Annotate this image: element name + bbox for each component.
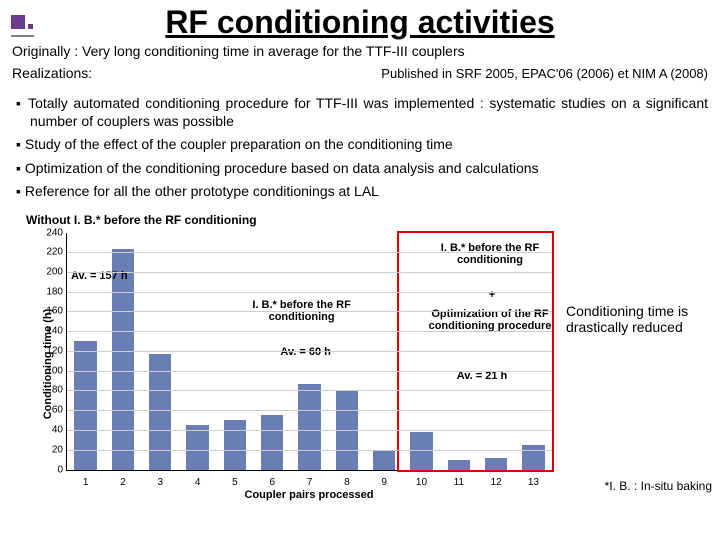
y-tick: 80 xyxy=(43,385,63,396)
logo xyxy=(8,12,36,45)
gridline xyxy=(67,272,552,273)
gridline xyxy=(67,450,552,451)
x-axis-label: Coupler pairs processed xyxy=(66,489,552,501)
subtitle: Originally : Very long conditioning time… xyxy=(0,43,720,59)
y-tick: 140 xyxy=(43,326,63,337)
x-tick: 4 xyxy=(195,477,201,488)
anno-av3: Av. = 21 h xyxy=(442,370,522,382)
y-tick: 240 xyxy=(43,227,63,238)
bar xyxy=(448,460,470,470)
y-tick: 120 xyxy=(43,346,63,357)
bullet-item: Reference for all the other prototype co… xyxy=(30,183,708,201)
chart-plot: 12345678910111213 Av. = 157 h I. B.* bef… xyxy=(66,233,552,471)
gridline xyxy=(67,252,552,253)
chart-area: Conditioning time (h) 12345678910111213 … xyxy=(44,229,552,499)
y-tick: 20 xyxy=(43,444,63,455)
y-tick: 200 xyxy=(43,266,63,277)
gridline xyxy=(67,410,552,411)
x-tick: 12 xyxy=(491,477,502,488)
x-tick: 9 xyxy=(381,477,387,488)
x-tick: 1 xyxy=(83,477,89,488)
y-tick: 220 xyxy=(43,247,63,258)
y-tick: 40 xyxy=(43,425,63,436)
x-tick: 3 xyxy=(158,477,164,488)
bar xyxy=(261,415,283,469)
x-tick: 8 xyxy=(344,477,350,488)
bar xyxy=(224,420,246,469)
published-note: Published in SRF 2005, EPAC'06 (2006) et… xyxy=(381,66,708,81)
gridline xyxy=(67,292,552,293)
realizations-label: Realizations: xyxy=(12,65,92,81)
bullet-list: Totally automated conditioning procedure… xyxy=(0,85,720,213)
anno-box-label: I. B.* before the RF conditioning xyxy=(426,242,554,266)
x-tick: 10 xyxy=(416,477,427,488)
chart-block: Without I. B.* before the RF conditionin… xyxy=(0,213,720,499)
x-tick: 5 xyxy=(232,477,238,488)
anno-av2: Av. = 60 h xyxy=(280,346,330,358)
x-tick: 7 xyxy=(307,477,313,488)
bar xyxy=(485,458,507,470)
gridline xyxy=(67,430,552,431)
bullet-item: Study of the effect of the coupler prepa… xyxy=(30,136,708,154)
y-tick: 60 xyxy=(43,405,63,416)
y-tick: 160 xyxy=(43,306,63,317)
gridline xyxy=(67,351,552,352)
bar xyxy=(298,384,320,470)
gridline xyxy=(67,371,552,372)
gridline xyxy=(67,390,552,391)
x-tick: 2 xyxy=(120,477,126,488)
x-tick: 6 xyxy=(269,477,275,488)
gridline xyxy=(67,331,552,332)
bar xyxy=(522,445,544,470)
y-tick: 180 xyxy=(43,286,63,297)
bullet-item: Totally automated conditioning procedure… xyxy=(30,95,708,130)
y-tick: 100 xyxy=(43,365,63,376)
x-tick: 11 xyxy=(454,477,464,488)
page-title: RF conditioning activities xyxy=(0,4,720,41)
bar xyxy=(186,425,208,469)
x-tick: 13 xyxy=(528,477,539,488)
gridline xyxy=(67,311,552,312)
chart-title: Without I. B.* before the RF conditionin… xyxy=(26,213,712,227)
footnote: *I. B. : In-situ baking xyxy=(605,479,712,493)
bar xyxy=(373,450,395,470)
right-note: Conditioning time is drastically reduced xyxy=(566,303,716,337)
y-tick: 0 xyxy=(43,464,63,475)
bullet-item: Optimization of the conditioning procedu… xyxy=(30,160,708,178)
